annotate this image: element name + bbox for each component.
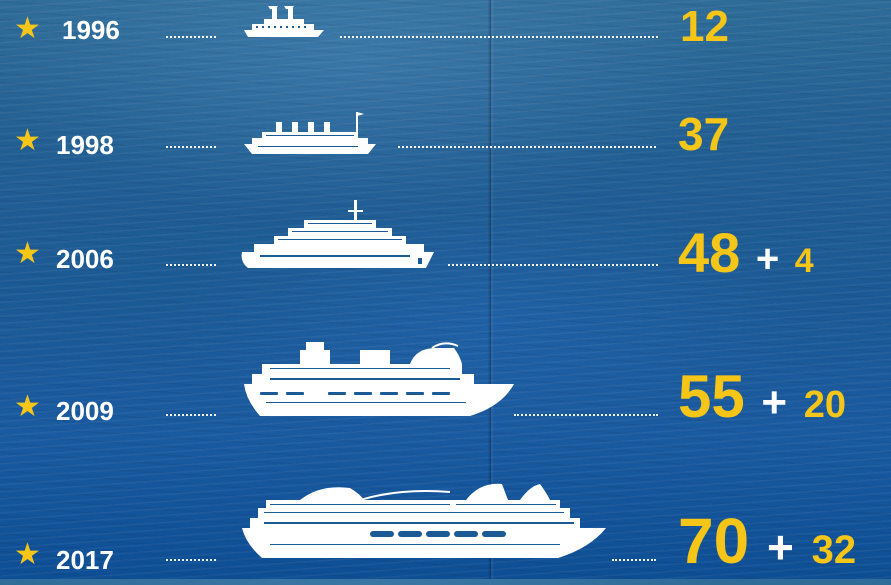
year-label: 1996 (62, 15, 120, 45)
plus-sign: + (766, 521, 794, 573)
count-value: 37 (678, 108, 730, 160)
additional-value: 32 (811, 528, 857, 572)
dotted-leader (166, 36, 216, 38)
dotted-leader (340, 36, 658, 38)
star-icon: ★ (14, 237, 41, 270)
additional-value: 4 (794, 242, 814, 280)
dotted-leader (398, 146, 656, 148)
dotted-leader (166, 146, 216, 148)
year-label: 2006 (56, 244, 114, 274)
value-group: 37 (678, 108, 729, 160)
ocean-liner-icon (242, 108, 378, 156)
dotted-leader (612, 559, 656, 561)
cruise-ferry-icon (240, 198, 436, 272)
dotted-leader (514, 414, 658, 416)
dotted-leader (448, 264, 658, 266)
plus-sign: + (755, 237, 780, 281)
year-label: 2009 (56, 396, 114, 426)
steamship-icon (240, 4, 328, 38)
star-icon: ★ (14, 390, 41, 423)
star-icon: ★ (14, 538, 41, 571)
year-label: 2017 (56, 545, 114, 575)
star-icon: ★ (14, 12, 41, 45)
dotted-leader (166, 264, 216, 266)
dotted-leader (166, 559, 216, 561)
count-value: 48 (678, 221, 741, 284)
mega-cruise-ship-icon (240, 478, 610, 562)
value-group: 12 (680, 2, 729, 52)
dotted-leader (166, 414, 216, 416)
count-value: 55 (678, 363, 745, 430)
value-group: 70 + 32 (678, 506, 856, 585)
cruise-ship-icon (240, 336, 518, 420)
value-group: 48 + 4 (678, 222, 814, 292)
value-group: 55 + 20 (678, 364, 846, 438)
year-label: 1998 (56, 130, 114, 160)
additional-value: 20 (803, 384, 847, 426)
plus-sign: + (761, 378, 788, 427)
star-icon: ★ (14, 124, 41, 157)
count-value: 12 (680, 2, 729, 51)
count-value: 70 (678, 505, 750, 577)
page-fold (488, 0, 494, 579)
